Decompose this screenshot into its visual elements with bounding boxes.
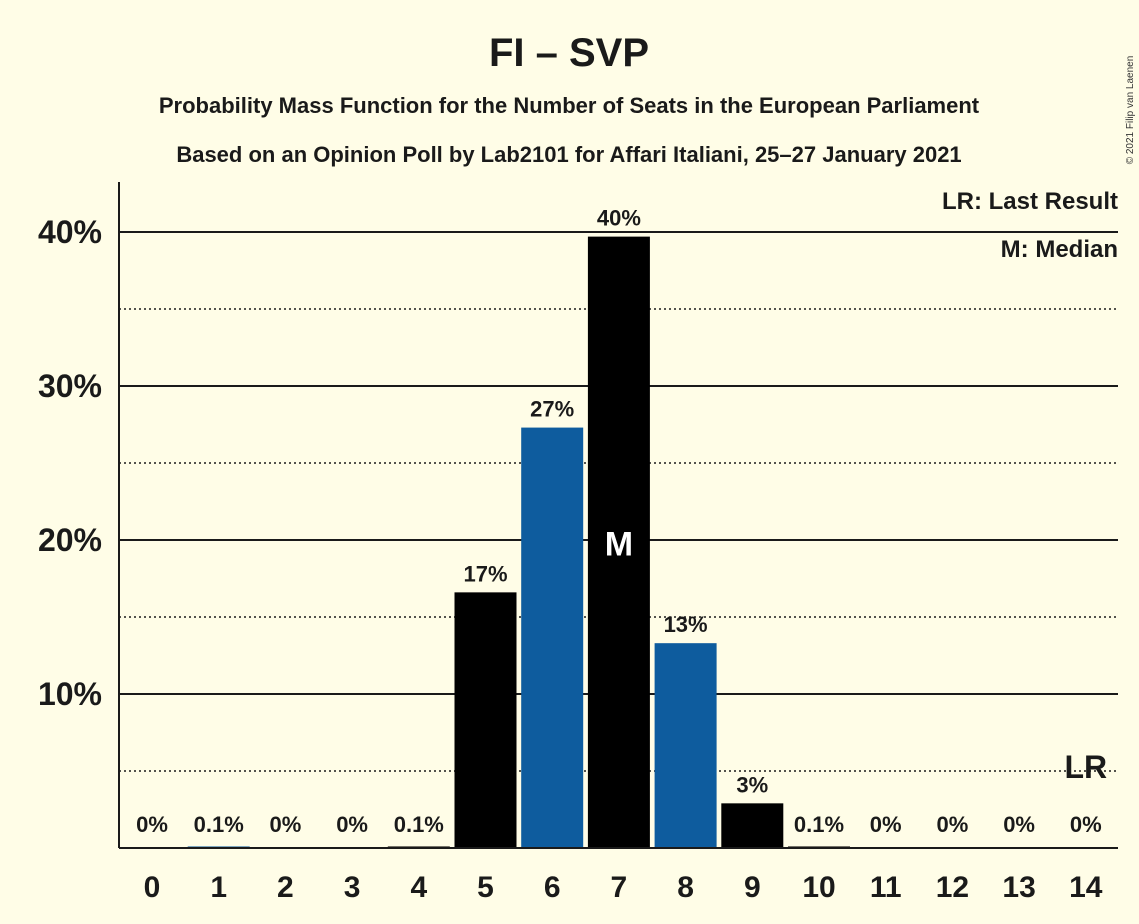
- y-tick-label: 30%: [38, 368, 102, 404]
- bar-value-label: 0%: [937, 812, 969, 837]
- x-axis-labels: 0 1 2 3 4 5 6 7 8 9 10 11 12 13 14: [144, 871, 1103, 904]
- x-tick-label: 11: [870, 871, 902, 904]
- bar-labels: 0% 0.1% 0% 0% 0.1% 17% 27% 40% 13% 3% 0.1% 0% 0% 0% 0%…: [136, 206, 1107, 837]
- bar-seat-9: [721, 803, 784, 848]
- x-tick-label: 9: [744, 871, 761, 904]
- x-tick-label: 4: [410, 871, 427, 904]
- legend-last-result: LR: Last Result: [942, 188, 1118, 215]
- bar-value-label: 3%: [736, 772, 768, 797]
- y-tick-label: 10%: [38, 676, 102, 712]
- x-tick-label: 14: [1069, 871, 1103, 904]
- bar-value-label: 0.1%: [194, 812, 244, 837]
- bar-value-label: 27%: [530, 397, 574, 422]
- bars: [187, 236, 850, 848]
- x-tick-label: 10: [802, 871, 835, 904]
- x-tick-label: 8: [677, 871, 694, 904]
- x-tick-label: 13: [1002, 871, 1035, 904]
- chart-subtitle-2: Based on an Opinion Poll by Lab2101 for …: [176, 142, 961, 167]
- last-result-marker: LR: [1064, 749, 1107, 785]
- x-tick-label: 7: [611, 871, 628, 904]
- y-tick-label: 20%: [38, 522, 102, 558]
- bar-seat-5: [454, 592, 517, 848]
- chart-title: FI – SVP: [489, 31, 649, 75]
- x-tick-label: 2: [277, 871, 294, 904]
- bar-value-label: 0%: [136, 812, 168, 837]
- median-marker: M: [605, 525, 633, 563]
- bar-value-label: 17%: [463, 561, 507, 586]
- bar-seat-8: [654, 643, 717, 848]
- bar-seat-6: [521, 427, 584, 848]
- chart-subtitle-1: Probability Mass Function for the Number…: [159, 93, 980, 118]
- x-tick-label: 3: [344, 871, 361, 904]
- bar-value-label: 13%: [664, 612, 708, 637]
- x-tick-label: 12: [936, 871, 969, 904]
- bar-value-label: 0%: [870, 812, 902, 837]
- y-axis-labels: 10% 20% 30% 40%: [38, 214, 102, 712]
- copyright-text: © 2021 Filip van Laenen: [1125, 56, 1136, 165]
- bar-value-label: 0%: [1003, 812, 1035, 837]
- x-tick-label: 5: [477, 871, 494, 904]
- bar-value-label: 0.1%: [394, 812, 444, 837]
- bar-value-label: 40%: [597, 206, 641, 231]
- bar-seat-7: [587, 236, 650, 848]
- y-tick-label: 40%: [38, 214, 102, 250]
- bar-value-label: 0%: [1070, 812, 1102, 837]
- x-tick-label: 6: [544, 871, 561, 904]
- x-tick-label: 0: [144, 871, 161, 904]
- legend-median: M: Median: [1001, 236, 1118, 263]
- x-tick-label: 1: [210, 871, 227, 904]
- grid-lines: [119, 231, 1118, 772]
- bar-value-label: 0.1%: [794, 812, 844, 837]
- bar-value-label: 0%: [270, 812, 302, 837]
- bar-value-label: 0%: [336, 812, 368, 837]
